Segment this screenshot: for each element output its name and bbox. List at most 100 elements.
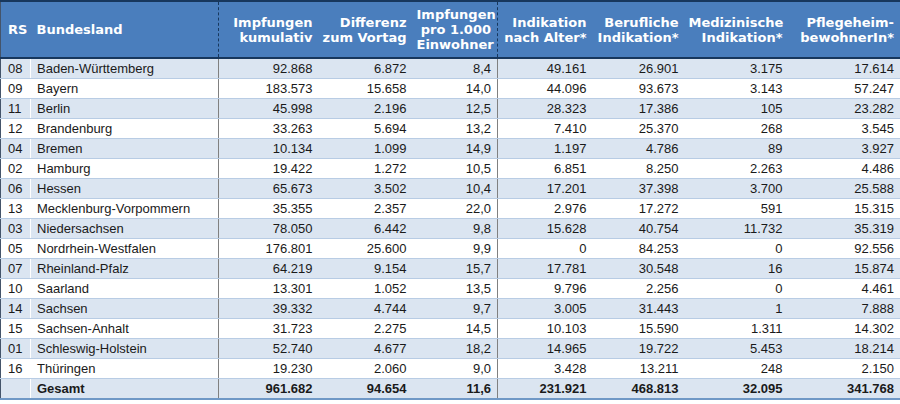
impfungen-kumulativ-cell: 64.219 — [219, 259, 319, 279]
differenz-zum-vortag-cell: 3.502 — [319, 179, 413, 199]
impfungen-pro-1000-einwohner-cell: 15,7 — [413, 259, 498, 279]
rs-cell: 04 — [1, 139, 31, 159]
impfungen-kumulativ-cell: 176.801 — [219, 239, 319, 259]
table-row: 03Niedersachsen78.0506.4429,815.62840.75… — [1, 219, 900, 239]
differenz-zum-vortag-cell: 1.099 — [319, 139, 413, 159]
table-body: 08Baden-Württemberg92.8686.8728,449.1612… — [1, 58, 900, 399]
column-header-impfungen-kumulativ: Impfungen kumulativ — [219, 1, 319, 58]
differenz-zum-vortag-cell: 2.060 — [319, 359, 413, 379]
indikation-nach-alter-cell: 0 — [498, 239, 593, 259]
pflegeheim-bewohnerin-cell: 2.150 — [789, 359, 900, 379]
berufliche-indikation-cell: 84.253 — [593, 239, 685, 259]
rs-cell: 05 — [1, 239, 31, 259]
berufliche-indikation-cell: 93.673 — [593, 79, 685, 99]
differenz-zum-vortag-cell: 6.872 — [319, 58, 413, 79]
pflegeheim-bewohnerin-cell: 18.214 — [789, 339, 900, 359]
medizinische-indikation-cell: 2.263 — [685, 159, 789, 179]
impfungen-kumulativ-cell: 19.422 — [219, 159, 319, 179]
total-label-cell: Gesamt — [31, 379, 219, 400]
impfungen-pro-1000-einwohner-cell: 13,2 — [413, 119, 498, 139]
medizinische-indikation-cell: 268 — [685, 119, 789, 139]
medizinische-indikation-cell: 0 — [685, 239, 789, 259]
table-row: 13Mecklenburg-Vorpommern35.3552.35722,02… — [1, 199, 900, 219]
total-berufliche-indikation-cell: 468.813 — [593, 379, 685, 400]
indikation-nach-alter-cell: 14.965 — [498, 339, 593, 359]
impfungen-pro-1000-einwohner-cell: 10,5 — [413, 159, 498, 179]
impfungen-pro-1000-einwohner-cell: 9,9 — [413, 239, 498, 259]
bundesland-cell: Sachsen — [31, 299, 219, 319]
bundesland-cell: Niedersachsen — [31, 219, 219, 239]
total-impfungen-pro-1000-einwohner-cell: 11,6 — [413, 379, 498, 400]
indikation-nach-alter-cell: 2.976 — [498, 199, 593, 219]
impfungen-pro-1000-einwohner-cell: 22,0 — [413, 199, 498, 219]
rs-cell: 11 — [1, 99, 31, 119]
differenz-zum-vortag-cell: 2.275 — [319, 319, 413, 339]
column-header-pflegeheim-bewohnerin: Pflegeheim- bewohnerIn* — [789, 1, 900, 58]
indikation-nach-alter-cell: 3.428 — [498, 359, 593, 379]
rs-cell: 06 — [1, 179, 31, 199]
total-indikation-nach-alter-cell: 231.921 — [498, 379, 593, 400]
medizinische-indikation-cell: 3.175 — [685, 58, 789, 79]
total-pflegeheim-bewohnerin-cell: 341.768 — [789, 379, 900, 400]
impfungen-kumulativ-cell: 65.673 — [219, 179, 319, 199]
indikation-nach-alter-cell: 15.628 — [498, 219, 593, 239]
bundesland-cell: Mecklenburg-Vorpommern — [31, 199, 219, 219]
impfungen-pro-1000-einwohner-cell: 14,5 — [413, 319, 498, 339]
bundesland-cell: Bremen — [31, 139, 219, 159]
rs-cell: 07 — [1, 259, 31, 279]
impfungen-pro-1000-einwohner-cell: 9,0 — [413, 359, 498, 379]
rs-cell: 12 — [1, 119, 31, 139]
column-header-bundesland: Bundesland — [31, 1, 219, 58]
indikation-nach-alter-cell: 6.851 — [498, 159, 593, 179]
berufliche-indikation-cell: 26.901 — [593, 58, 685, 79]
differenz-zum-vortag-cell: 2.196 — [319, 99, 413, 119]
impfungen-pro-1000-einwohner-cell: 8,4 — [413, 58, 498, 79]
pflegeheim-bewohnerin-cell: 23.282 — [789, 99, 900, 119]
bundesland-cell: Thüringen — [31, 359, 219, 379]
rs-cell: 02 — [1, 159, 31, 179]
table-header: RSBundeslandImpfungen kumulativDifferenz… — [1, 1, 900, 58]
table-row: 08Baden-Württemberg92.8686.8728,449.1612… — [1, 58, 900, 79]
pflegeheim-bewohnerin-cell: 7.888 — [789, 299, 900, 319]
indikation-nach-alter-cell: 7.410 — [498, 119, 593, 139]
column-header-indikation-nach-alter: Indikation nach Alter* — [498, 1, 593, 58]
berufliche-indikation-cell: 4.786 — [593, 139, 685, 159]
indikation-nach-alter-cell: 9.796 — [498, 279, 593, 299]
impfungen-kumulativ-cell: 31.723 — [219, 319, 319, 339]
table-row: 12Brandenburg33.2635.69413,27.41025.3702… — [1, 119, 900, 139]
impfungen-kumulativ-cell: 52.740 — [219, 339, 319, 359]
impfungen-kumulativ-cell: 10.134 — [219, 139, 319, 159]
rs-cell: 09 — [1, 79, 31, 99]
berufliche-indikation-cell: 30.548 — [593, 259, 685, 279]
indikation-nach-alter-cell: 1.197 — [498, 139, 593, 159]
rs-cell: 16 — [1, 359, 31, 379]
berufliche-indikation-cell: 17.272 — [593, 199, 685, 219]
column-header-berufliche-indikation: Berufliche Indikation* — [593, 1, 685, 58]
total-impfungen-kumulativ-cell: 961.682 — [219, 379, 319, 400]
berufliche-indikation-cell: 37.398 — [593, 179, 685, 199]
differenz-zum-vortag-cell: 1.272 — [319, 159, 413, 179]
differenz-zum-vortag-cell: 2.357 — [319, 199, 413, 219]
impfungen-kumulativ-cell: 183.573 — [219, 79, 319, 99]
bundesland-cell: Brandenburg — [31, 119, 219, 139]
medizinische-indikation-cell: 1.311 — [685, 319, 789, 339]
medizinische-indikation-cell: 0 — [685, 279, 789, 299]
differenz-zum-vortag-cell: 1.052 — [319, 279, 413, 299]
pflegeheim-bewohnerin-cell: 15.315 — [789, 199, 900, 219]
berufliche-indikation-cell: 19.722 — [593, 339, 685, 359]
bundesland-cell: Rheinland-Pfalz — [31, 259, 219, 279]
pflegeheim-bewohnerin-cell: 92.556 — [789, 239, 900, 259]
indikation-nach-alter-cell: 28.323 — [498, 99, 593, 119]
differenz-zum-vortag-cell: 4.744 — [319, 299, 413, 319]
bundesland-cell: Hamburg — [31, 159, 219, 179]
vaccination-table: RSBundeslandImpfungen kumulativDifferenz… — [0, 0, 900, 400]
differenz-zum-vortag-cell: 25.600 — [319, 239, 413, 259]
impfungen-kumulativ-cell: 92.868 — [219, 58, 319, 79]
total-differenz-zum-vortag-cell: 94.654 — [319, 379, 413, 400]
medizinische-indikation-cell: 1 — [685, 299, 789, 319]
bundesland-cell: Berlin — [31, 99, 219, 119]
rs-cell: 14 — [1, 299, 31, 319]
pflegeheim-bewohnerin-cell: 4.461 — [789, 279, 900, 299]
impfungen-kumulativ-cell: 19.230 — [219, 359, 319, 379]
table-row: 10Saarland13.3011.05213,59.7962.25604.46… — [1, 279, 900, 299]
